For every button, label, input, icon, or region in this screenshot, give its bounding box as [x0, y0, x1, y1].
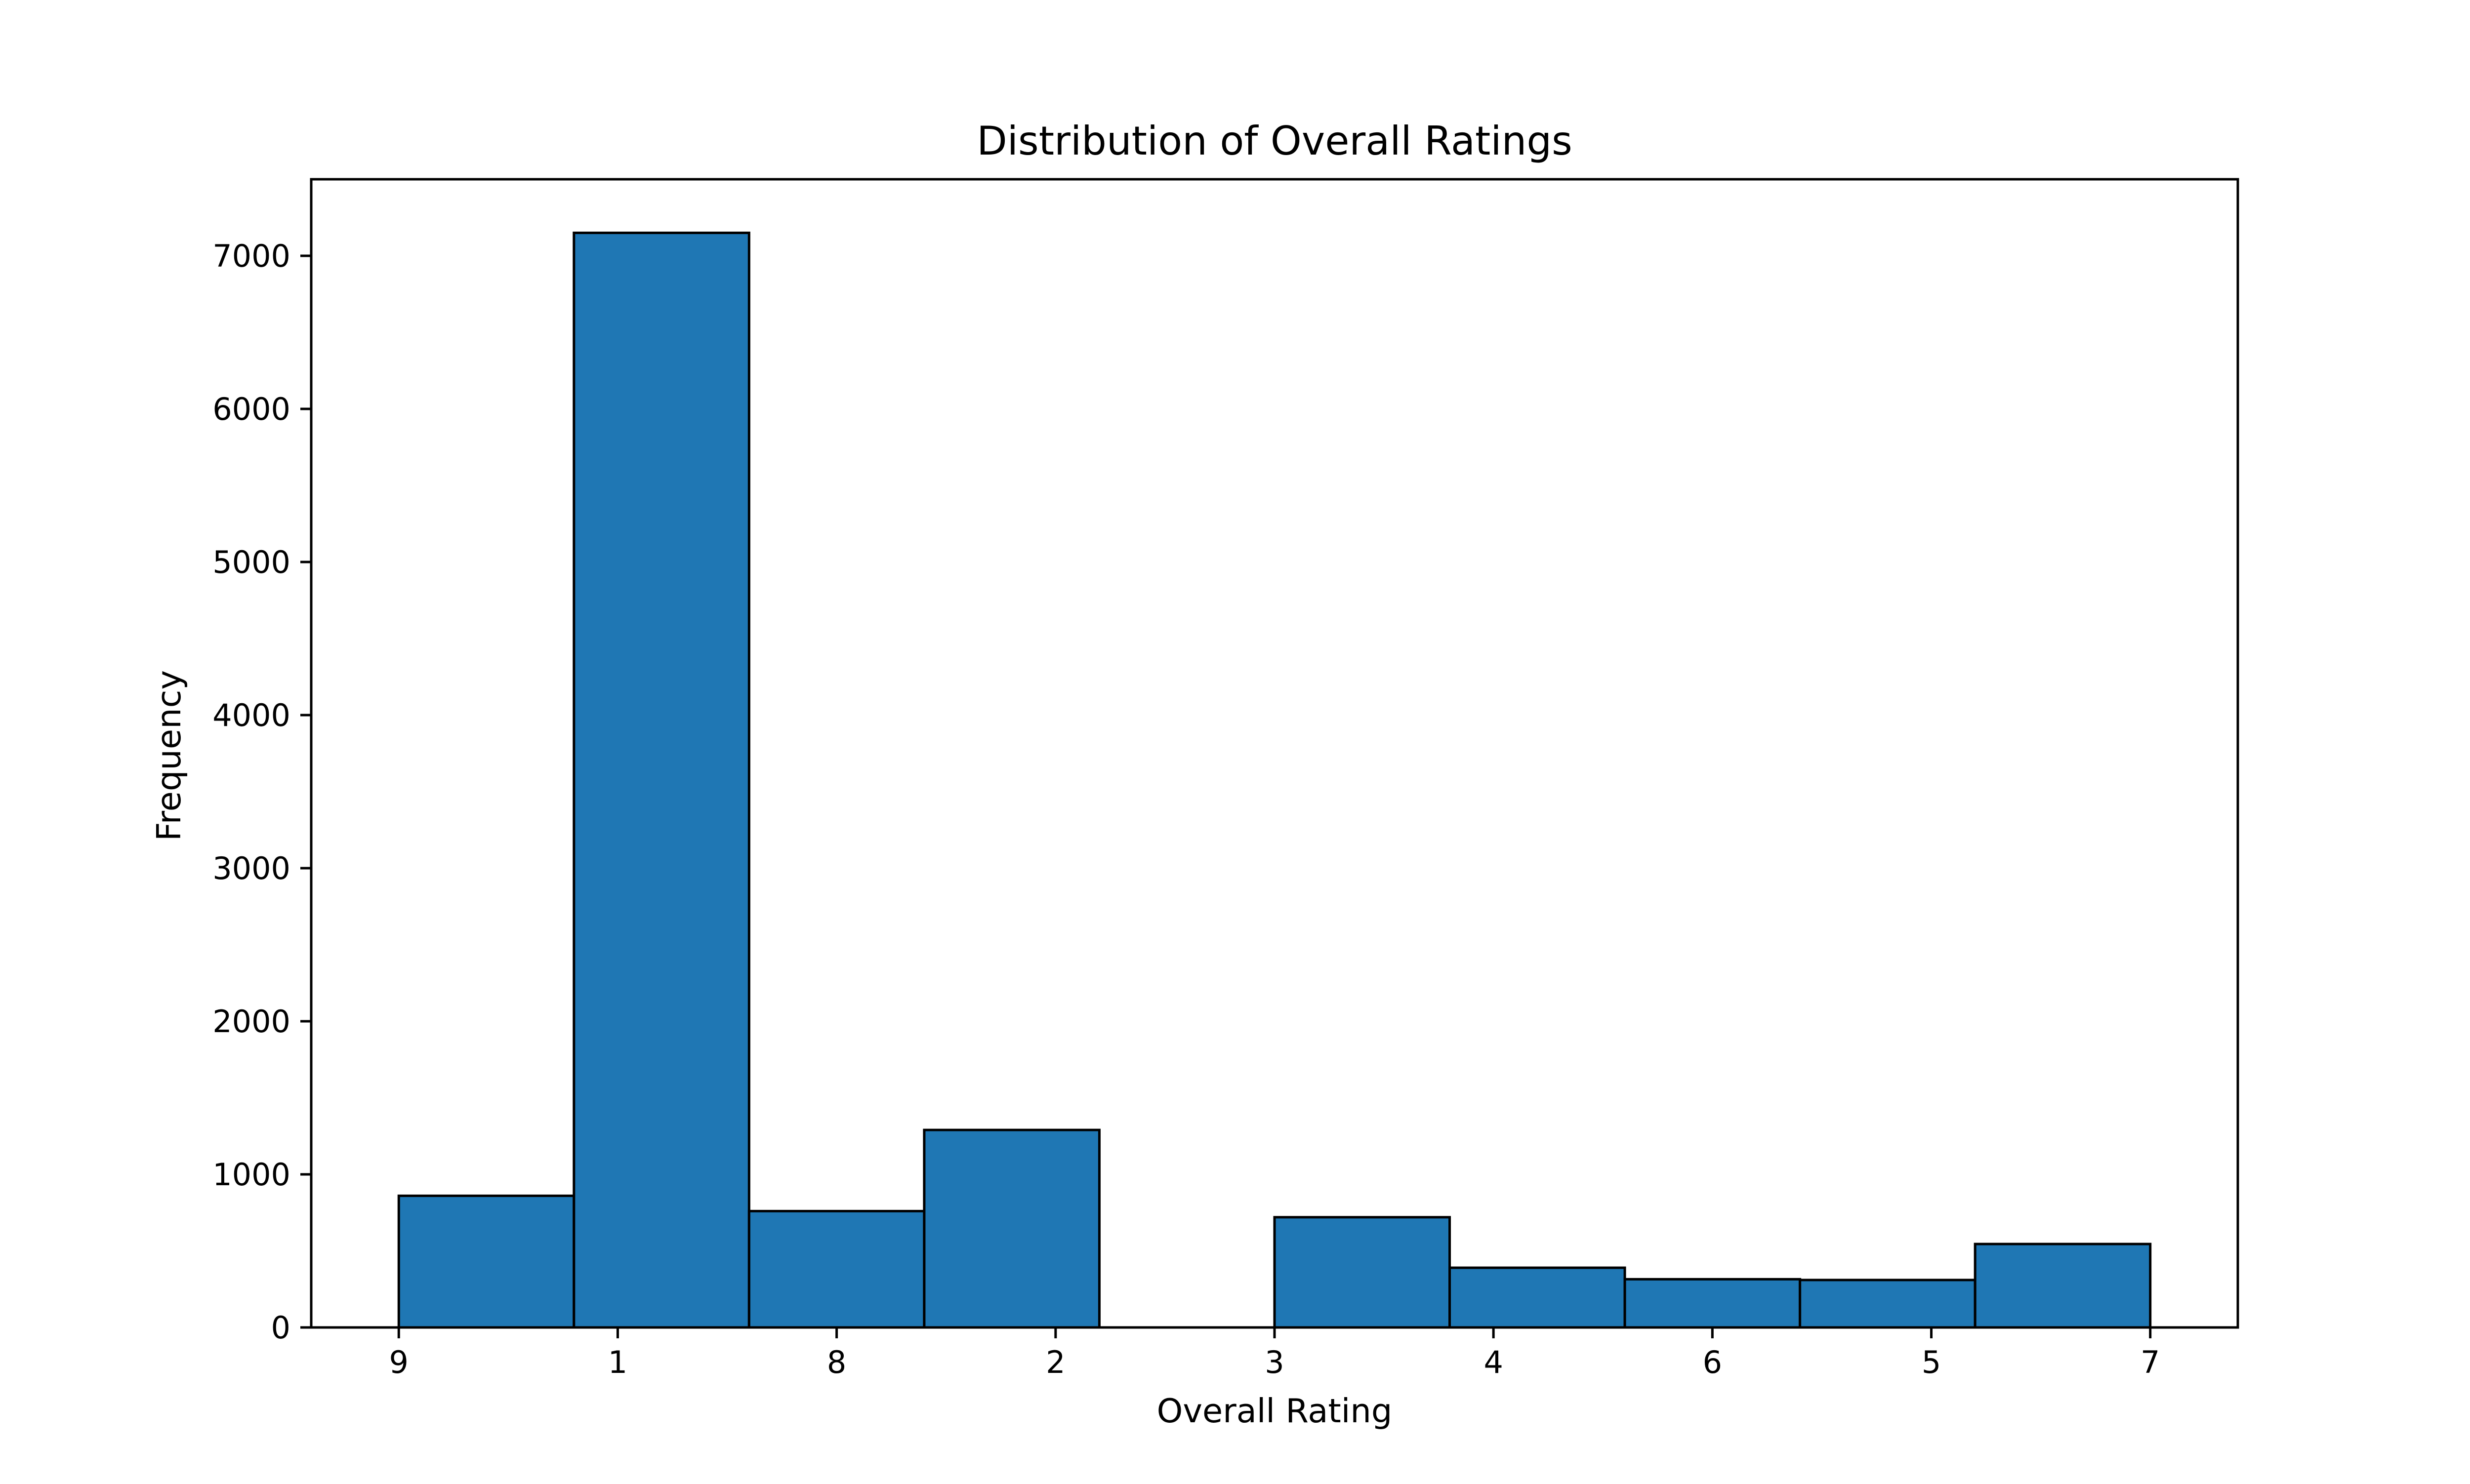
- y-axis-label: Frequency: [150, 670, 188, 841]
- x-tick-label: 1: [608, 1344, 627, 1380]
- chart-title: Distribution of Overall Ratings: [977, 118, 1572, 164]
- plot-frame: [310, 178, 2239, 1329]
- histogram-bar-8: [1799, 1279, 1976, 1329]
- histogram-bar-5: [1273, 1216, 1451, 1329]
- x-tick-label: 9: [389, 1344, 409, 1380]
- histogram-bar-3: [923, 1128, 1101, 1329]
- histogram-bar-0: [397, 1194, 576, 1329]
- bars-group: [397, 232, 2152, 1329]
- y-ticks-group: 0 1000 2000 3000 4000 5000 6000 7000: [212, 238, 311, 1346]
- y-tick-label: 0: [271, 1310, 290, 1346]
- histogram-bar-2: [747, 1209, 926, 1329]
- y-tick-label: 4000: [212, 697, 290, 733]
- y-tick-label: 2000: [212, 1003, 290, 1040]
- x-ticks-group: 9 1 8 2 3 4 6 5 7: [389, 1327, 2160, 1380]
- x-tick-label: 8: [827, 1344, 846, 1380]
- y-tick-label: 5000: [212, 544, 290, 580]
- y-tick-label: 1000: [212, 1157, 290, 1193]
- x-axis-label: Overall Rating: [1157, 1392, 1393, 1430]
- histogram-bar-9: [1974, 1243, 2152, 1329]
- y-tick-label: 7000: [212, 238, 290, 274]
- histogram-bar-1: [573, 232, 750, 1329]
- x-tick-label: 2: [1046, 1344, 1065, 1380]
- x-tick-label: 6: [1703, 1344, 1722, 1380]
- x-tick-label: 5: [1922, 1344, 1941, 1380]
- y-tick-label: 3000: [212, 850, 290, 886]
- x-tick-label: 3: [1265, 1344, 1284, 1380]
- histogram-bar-7: [1623, 1278, 1802, 1329]
- y-tick-label: 6000: [212, 391, 290, 427]
- histogram-bar-6: [1448, 1266, 1626, 1329]
- x-tick-label: 7: [2141, 1344, 2160, 1380]
- x-tick-label: 4: [1483, 1344, 1503, 1380]
